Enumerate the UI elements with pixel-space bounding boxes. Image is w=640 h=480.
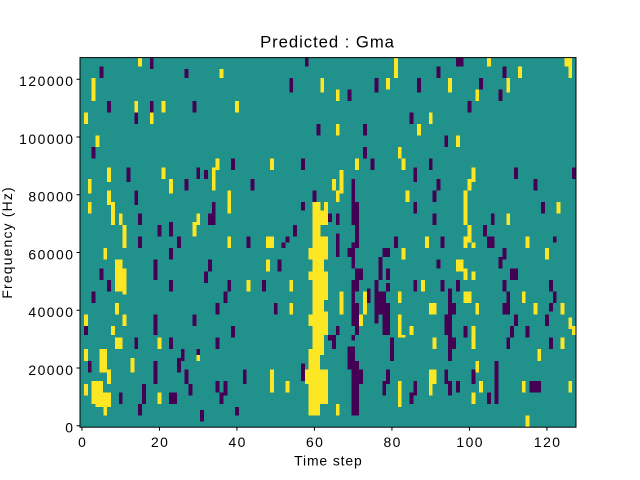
- svg-text:80: 80: [383, 434, 401, 450]
- svg-text:100000: 100000: [19, 131, 74, 147]
- svg-text:0: 0: [78, 434, 87, 450]
- svg-text:Frequency (Hz): Frequency (Hz): [0, 186, 15, 299]
- svg-text:40: 40: [228, 434, 246, 450]
- svg-text:20000: 20000: [28, 362, 74, 378]
- svg-text:120000: 120000: [19, 73, 74, 89]
- svg-text:0: 0: [65, 420, 74, 436]
- svg-text:80000: 80000: [28, 189, 74, 205]
- svg-text:100: 100: [456, 434, 484, 450]
- svg-text:40000: 40000: [28, 304, 74, 320]
- svg-text:60000: 60000: [28, 246, 74, 262]
- svg-text:60: 60: [306, 434, 324, 450]
- svg-text:120: 120: [534, 434, 562, 450]
- svg-text:Predicted : Gma: Predicted : Gma: [260, 32, 395, 51]
- svg-text:20: 20: [151, 434, 169, 450]
- svg-text:Time step: Time step: [294, 452, 363, 468]
